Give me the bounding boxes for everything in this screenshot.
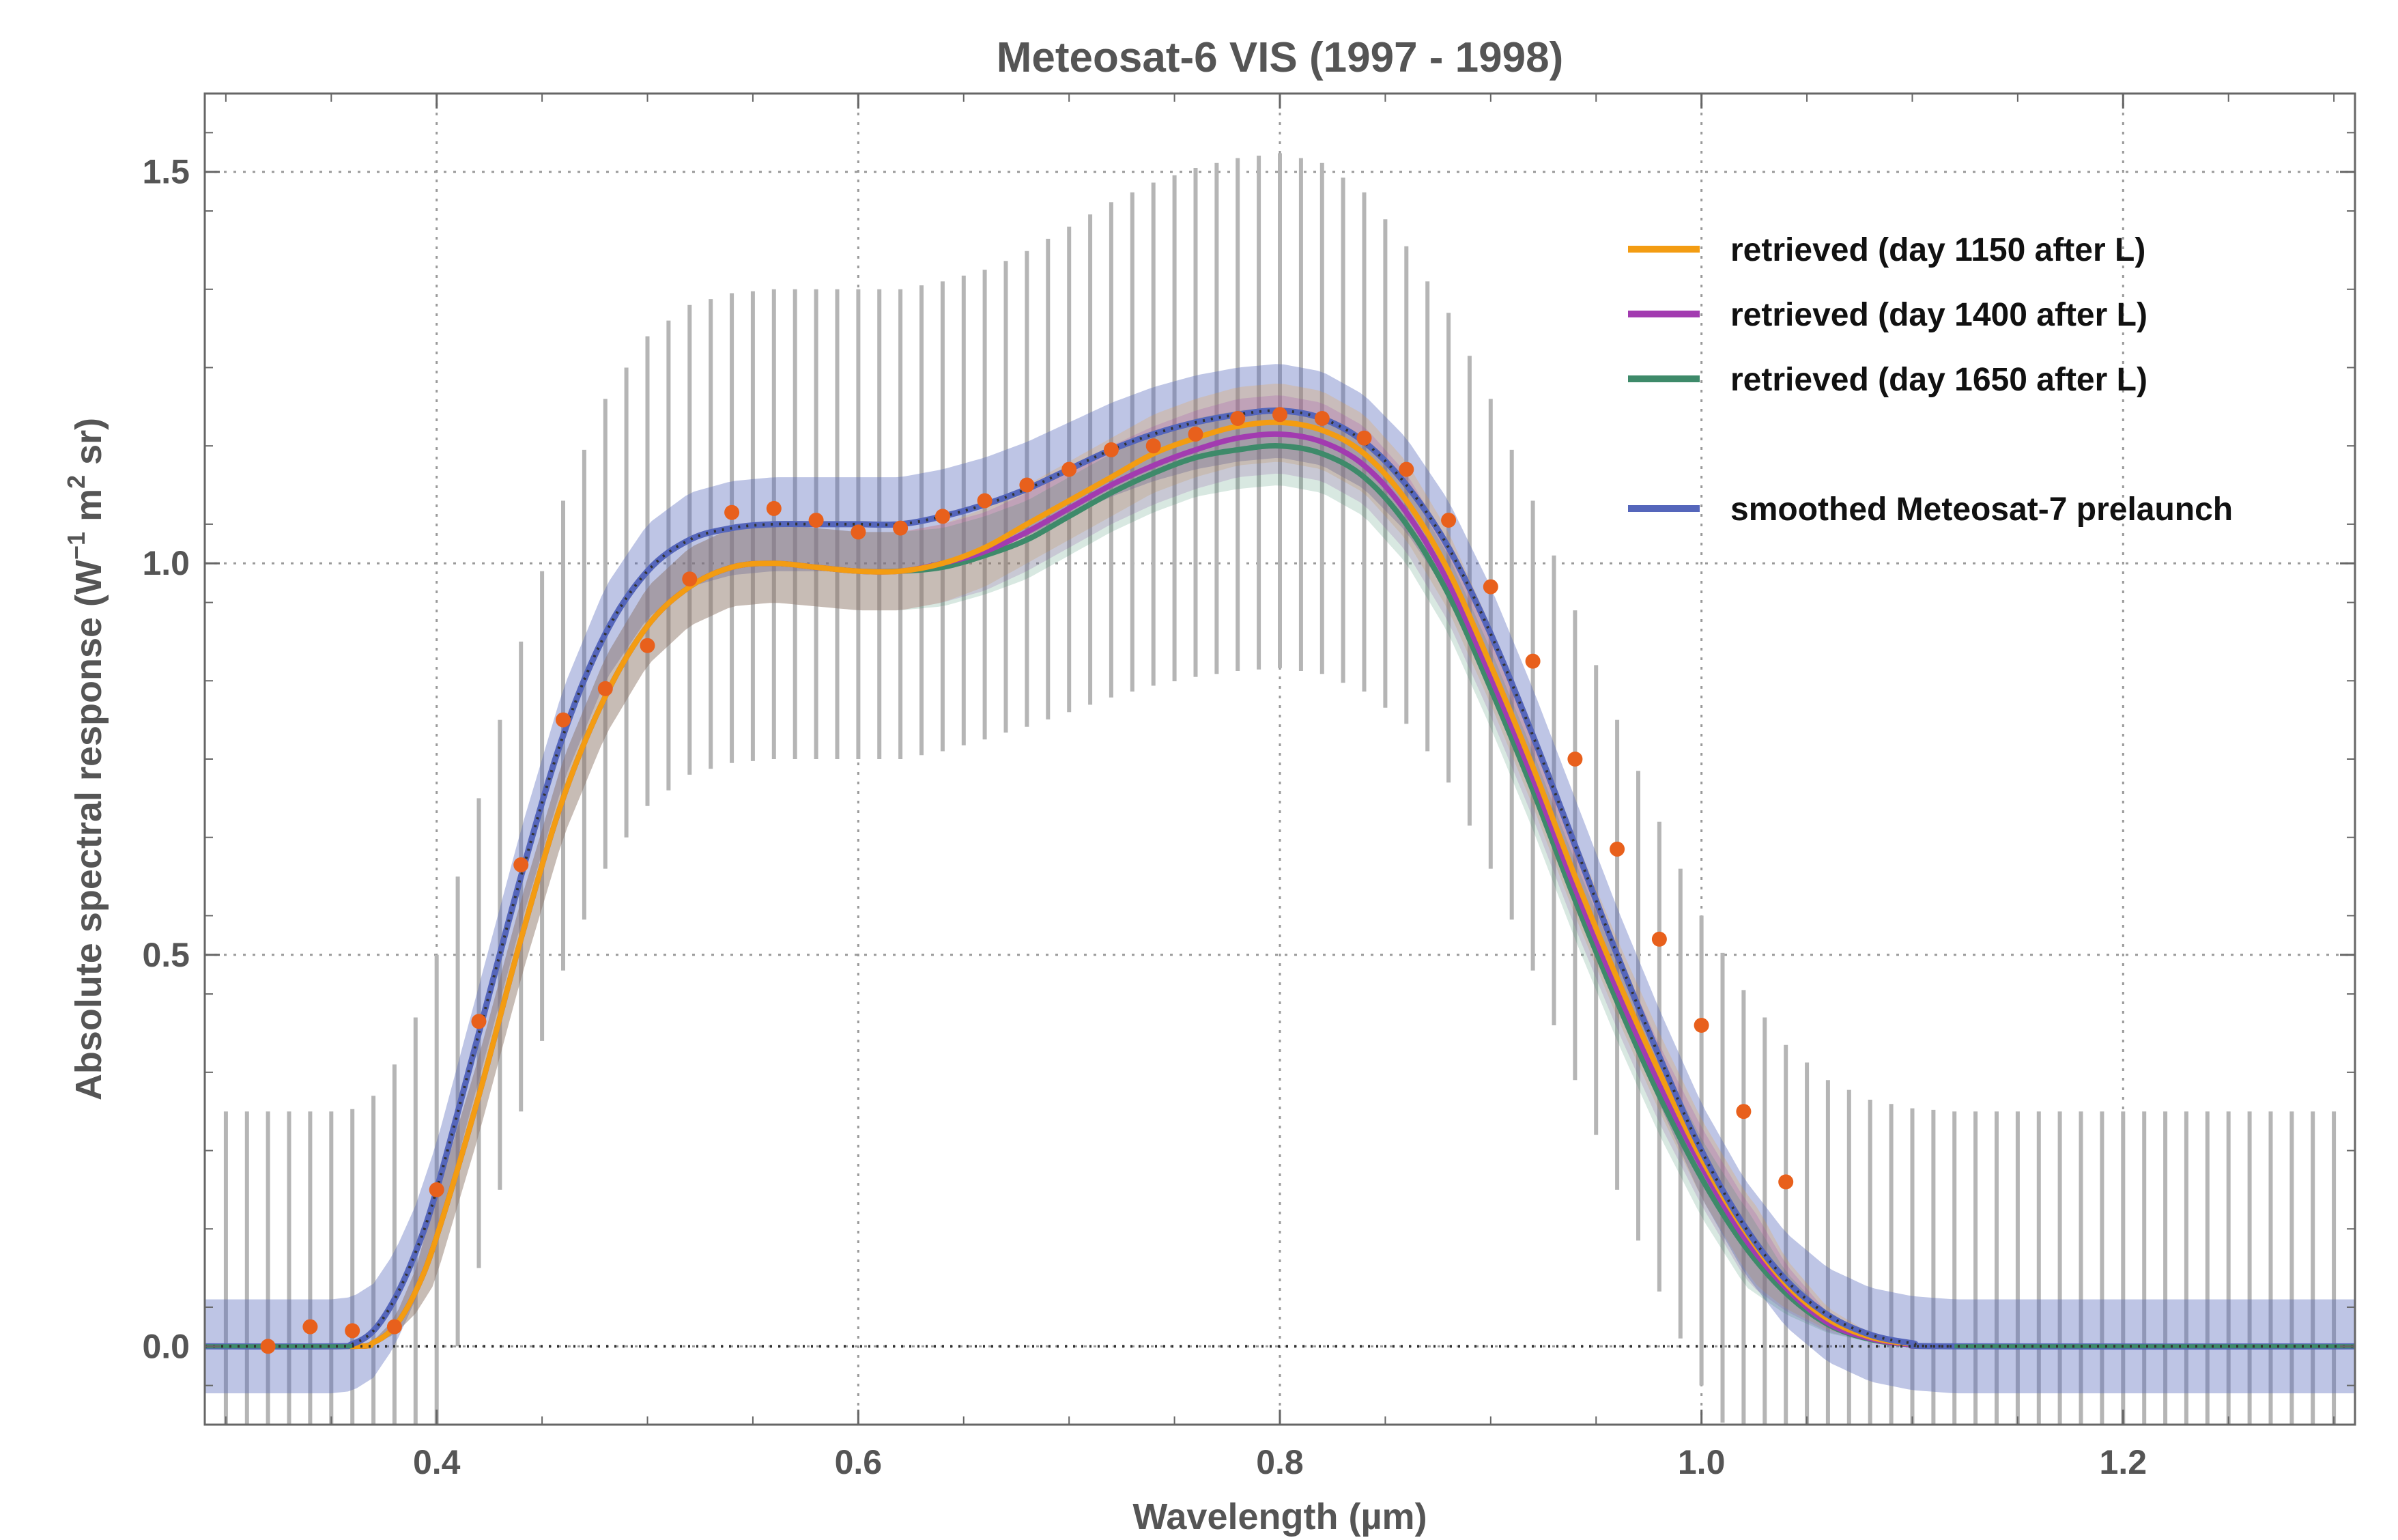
legend-label-1: retrieved (day 1400 after L): [1730, 297, 2147, 333]
y-tick-label-1: 0.5: [142, 936, 190, 974]
measured-point-5: [471, 1014, 487, 1029]
measured-point-12: [766, 500, 782, 516]
measured-point-36: [1778, 1174, 1794, 1190]
legend-label-3: smoothed Meteosat-7 prelaunch: [1730, 491, 2233, 528]
measured-point-6: [513, 857, 529, 872]
chart-title: Meteosat-6 VIS (1997 - 1998): [997, 34, 1564, 81]
x-axis-label: Wavelength (µm): [1132, 1496, 1427, 1537]
measured-point-30: [1525, 653, 1541, 669]
measured-point-29: [1483, 579, 1498, 595]
measured-point-24: [1272, 407, 1287, 423]
measured-point-18: [1019, 477, 1035, 493]
legend: retrieved (day 1150 after L) retrieved (d…: [1628, 232, 2233, 528]
measured-point-2: [345, 1323, 360, 1339]
measured-points: [260, 407, 1794, 1354]
x-tick-label-0: 0.4: [413, 1443, 461, 1481]
y-axis-label: Absolute spectral response (W−1 m2 sr): [62, 418, 109, 1100]
measured-point-9: [640, 638, 655, 653]
measured-point-7: [556, 712, 571, 728]
measured-point-26: [1356, 430, 1372, 446]
measured-point-35: [1736, 1104, 1752, 1120]
measured-point-27: [1399, 461, 1414, 477]
y-tick-label-2: 1.0: [142, 544, 190, 582]
measured-point-14: [851, 524, 866, 540]
measured-point-8: [597, 681, 613, 696]
measured-point-19: [1061, 461, 1077, 477]
measured-point-33: [1651, 931, 1667, 947]
measured-point-4: [429, 1182, 444, 1197]
x-tick-label-3: 1.0: [1678, 1443, 1726, 1481]
x-tick-label-2: 0.8: [1256, 1443, 1304, 1481]
measured-point-34: [1694, 1018, 1709, 1033]
measured-point-15: [893, 520, 909, 536]
measured-point-32: [1610, 841, 1625, 857]
measured-point-23: [1230, 411, 1246, 426]
measured-point-11: [724, 504, 740, 520]
measured-point-28: [1441, 513, 1457, 528]
measured-point-17: [977, 493, 993, 509]
measured-point-3: [386, 1319, 402, 1335]
measured-point-13: [808, 513, 824, 528]
series-lines: [205, 407, 2355, 1350]
line-dotted-reference: [205, 409, 2355, 1348]
y-tick-label-0: 0.0: [142, 1327, 190, 1365]
measured-point-10: [682, 571, 698, 587]
legend-label-0: retrieved (day 1150 after L): [1730, 232, 2145, 268]
axis-ticks: 0.4 0.6 0.8 1.0 1.2 0.0 0.5 1.0 1.5: [142, 94, 2355, 1481]
x-tick-label-1: 0.6: [835, 1443, 883, 1481]
measured-point-1: [302, 1319, 318, 1335]
measured-point-20: [1103, 442, 1119, 457]
x-tick-label-4: 1.2: [2100, 1443, 2147, 1481]
measured-point-0: [260, 1339, 276, 1354]
measured-point-21: [1145, 438, 1161, 454]
measured-point-31: [1567, 752, 1583, 767]
measured-point-16: [934, 509, 950, 524]
y-tick-label-3: 1.5: [142, 153, 190, 191]
measured-point-22: [1188, 427, 1203, 442]
measured-point-25: [1314, 411, 1330, 426]
legend-label-2: retrieved (day 1650 after L): [1730, 362, 2147, 398]
